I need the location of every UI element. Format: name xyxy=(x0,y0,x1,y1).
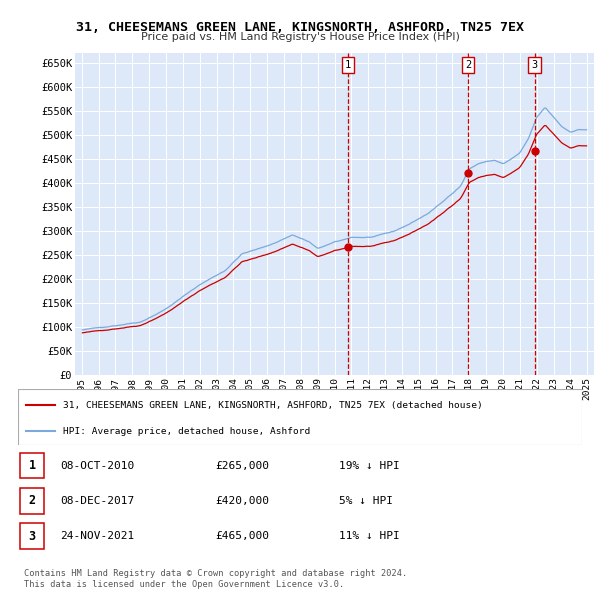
Text: 1: 1 xyxy=(29,459,35,472)
Text: 31, CHEESEMANS GREEN LANE, KINGSNORTH, ASHFORD, TN25 7EX (detached house): 31, CHEESEMANS GREEN LANE, KINGSNORTH, A… xyxy=(63,401,483,409)
Text: 2: 2 xyxy=(465,60,471,70)
Bar xyxy=(20,523,44,549)
Text: 5% ↓ HPI: 5% ↓ HPI xyxy=(340,496,394,506)
Text: HPI: Average price, detached house, Ashford: HPI: Average price, detached house, Ashf… xyxy=(63,427,310,436)
Text: Price paid vs. HM Land Registry's House Price Index (HPI): Price paid vs. HM Land Registry's House … xyxy=(140,32,460,42)
Bar xyxy=(20,453,44,478)
Bar xyxy=(20,488,44,514)
Text: £465,000: £465,000 xyxy=(215,532,269,541)
Text: 3: 3 xyxy=(532,60,538,70)
Text: £265,000: £265,000 xyxy=(215,461,269,470)
Text: 19% ↓ HPI: 19% ↓ HPI xyxy=(340,461,400,470)
Text: 08-OCT-2010: 08-OCT-2010 xyxy=(60,461,134,470)
Text: 24-NOV-2021: 24-NOV-2021 xyxy=(60,532,134,541)
Text: 1: 1 xyxy=(344,60,351,70)
Text: £420,000: £420,000 xyxy=(215,496,269,506)
Text: 11% ↓ HPI: 11% ↓ HPI xyxy=(340,532,400,541)
Text: 2: 2 xyxy=(29,494,35,507)
Text: 08-DEC-2017: 08-DEC-2017 xyxy=(60,496,134,506)
Text: Contains HM Land Registry data © Crown copyright and database right 2024.
This d: Contains HM Land Registry data © Crown c… xyxy=(24,569,407,589)
Text: 31, CHEESEMANS GREEN LANE, KINGSNORTH, ASHFORD, TN25 7EX: 31, CHEESEMANS GREEN LANE, KINGSNORTH, A… xyxy=(76,21,524,34)
Text: 3: 3 xyxy=(29,530,35,543)
